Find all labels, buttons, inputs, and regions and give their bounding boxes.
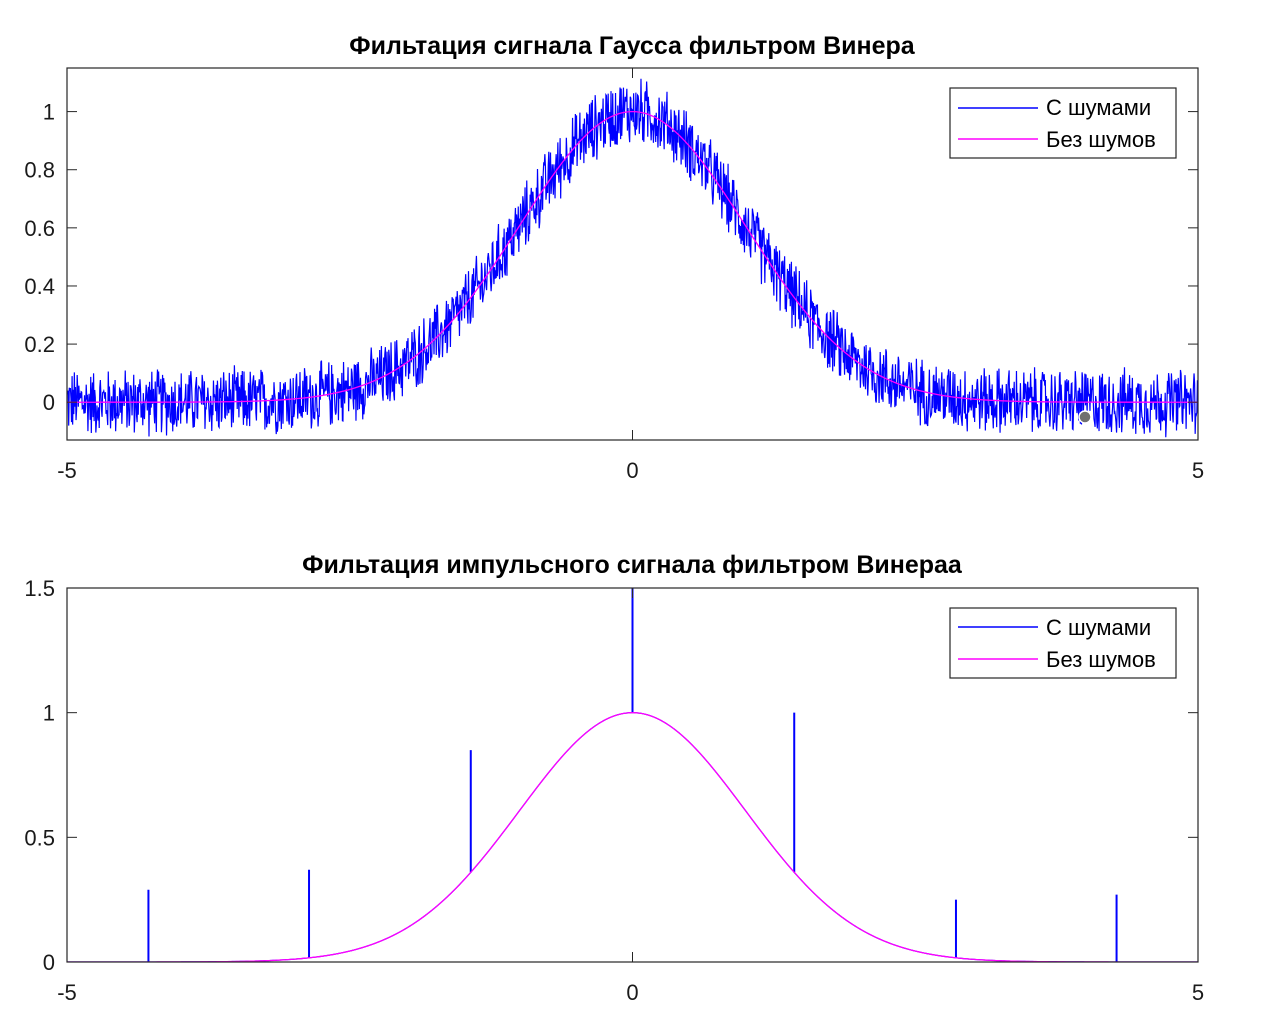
y-tick-label: 0.6: [24, 216, 55, 241]
y-tick-label: 0.2: [24, 332, 55, 357]
y-tick-label: 1.5: [24, 576, 55, 601]
y-tick-label: 0.5: [24, 825, 55, 850]
legend: С шумами Без шумов: [949, 87, 1177, 159]
gauss-plot: Фильтация сигнала Гаусса фильтром Винера…: [24, 32, 1204, 483]
data-cursor-marker[interactable]: [1078, 410, 1092, 424]
y-tick-label: 0.4: [24, 274, 55, 299]
legend-label-noisy: С шумами: [1046, 95, 1151, 120]
y-tick-label: 1: [43, 701, 55, 726]
series-line-clean: [67, 110, 1198, 403]
series-line-clean: [67, 712, 1198, 962]
plot-title: Фильтация сигнала Гаусса фильтром Винера: [349, 32, 915, 60]
y-tick-label: 0: [43, 390, 55, 415]
legend-box: [949, 87, 1177, 159]
x-tick-label: 5: [1192, 980, 1204, 1005]
x-tick-label: -5: [57, 980, 77, 1005]
plot-title: Фильтация импульсного сигнала фильтром В…: [302, 551, 963, 579]
legend-label-clean: Без шумов: [1046, 647, 1156, 672]
impulse-plot: Фильтация импульсного сигнала фильтром В…: [24, 551, 1204, 1005]
legend-label-noisy: С шумами: [1046, 615, 1151, 640]
y-tick-label: 1: [43, 100, 55, 125]
legend-label-clean: Без шумов: [1046, 127, 1156, 152]
x-tick-label: 0: [626, 458, 638, 483]
legend: С шумами Без шумов: [949, 607, 1177, 679]
series-line-noisy: [67, 712, 1198, 962]
series-line-noisy: [67, 78, 1198, 438]
y-tick-label: 0.8: [24, 158, 55, 183]
legend-box: [949, 607, 1177, 679]
y-tick-label: 0: [43, 950, 55, 975]
x-tick-label: -5: [57, 458, 77, 483]
x-tick-label: 0: [626, 980, 638, 1005]
x-tick-label: 5: [1192, 458, 1204, 483]
